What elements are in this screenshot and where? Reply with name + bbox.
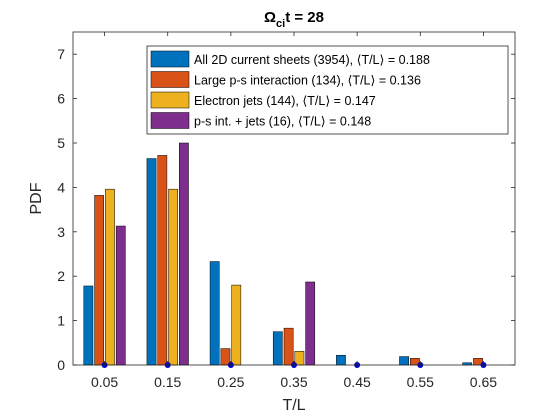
x-tick-label-0.35: 0.35 bbox=[280, 374, 307, 390]
bar-series-4-0.05 bbox=[115, 225, 126, 366]
legend-swatch-3 bbox=[150, 91, 190, 109]
title-subscript: ci bbox=[276, 18, 285, 30]
y-axis-label: PDF bbox=[28, 182, 45, 214]
legend-label-4: p-s int. + jets (16), ⟨T/L⟩ = 0.148 bbox=[194, 115, 371, 129]
title-rest: t = 28 bbox=[285, 9, 324, 26]
legend-swatch-4 bbox=[150, 112, 190, 129]
bar-series-4-0.15 bbox=[179, 142, 189, 366]
bar-series-2-0.35 bbox=[283, 327, 294, 366]
legend-swatch-1 bbox=[150, 50, 190, 68]
bar-series-2-0.05 bbox=[94, 195, 105, 366]
y-tick-label-1: 1 bbox=[57, 313, 65, 329]
y-axis: 0 1 2 3 4 5 6 7 bbox=[57, 46, 515, 373]
title-omega: Ω bbox=[264, 9, 276, 26]
legend-box bbox=[146, 45, 509, 135]
bar-series-1-0.25 bbox=[209, 261, 220, 366]
x-tick-label-0.05: 0.05 bbox=[91, 374, 118, 390]
y-tick-label-0: 0 bbox=[57, 357, 65, 373]
x-tick-label-0.25: 0.25 bbox=[217, 374, 244, 390]
x-axis: 0.05 0.15 0.25 0.35 0.45 0.55 0.65 bbox=[91, 32, 497, 390]
bar-series-2-0.15 bbox=[157, 155, 168, 366]
x-tick-label-0.15: 0.15 bbox=[154, 374, 181, 390]
bar-series-1-0.35 bbox=[272, 331, 283, 366]
legend-swatch-2 bbox=[150, 71, 190, 88]
bar-series-2-0.25 bbox=[220, 348, 231, 366]
legend-label-1: All 2D current sheets (3954), ⟨T/L⟩ = 0.… bbox=[194, 53, 430, 67]
x-tick-label-0.65: 0.65 bbox=[470, 374, 497, 390]
y-tick-label-5: 5 bbox=[57, 135, 65, 151]
bar-series-3-0.35 bbox=[294, 350, 305, 366]
bar-series-3-0.05 bbox=[105, 188, 115, 366]
bar-series-3-0.25 bbox=[231, 284, 242, 366]
chart-title: Ωcit = 28 bbox=[264, 9, 324, 30]
legend-label-3: Electron jets (144), ⟨T/L⟩ = 0.147 bbox=[194, 94, 376, 108]
bar-series-1-0.05 bbox=[83, 285, 94, 366]
y-tick-label-7: 7 bbox=[57, 46, 65, 62]
bar-series-3-0.15 bbox=[168, 188, 178, 366]
legend-label-2: Large p-s interaction (134), ⟨T/L⟩ = 0.1… bbox=[194, 74, 421, 88]
bar-series-4-0.35 bbox=[305, 281, 316, 366]
y-tick-label-6: 6 bbox=[57, 91, 65, 107]
legend: All 2D current sheets (3954), ⟨T/L⟩ = 0.… bbox=[146, 45, 509, 135]
y-tick-label-4: 4 bbox=[57, 179, 65, 195]
x-tick-label-0.55: 0.55 bbox=[407, 374, 434, 390]
y-tick-label-3: 3 bbox=[57, 224, 65, 240]
bars bbox=[83, 142, 483, 366]
x-axis-label: T/L bbox=[282, 397, 305, 414]
bar-series-1-0.55 bbox=[399, 356, 409, 366]
bar-series-1-0.45 bbox=[336, 354, 346, 366]
bar-series-1-0.15 bbox=[146, 158, 157, 366]
y-tick-label-2: 2 bbox=[57, 268, 65, 284]
x-tick-label-0.45: 0.45 bbox=[344, 374, 371, 390]
